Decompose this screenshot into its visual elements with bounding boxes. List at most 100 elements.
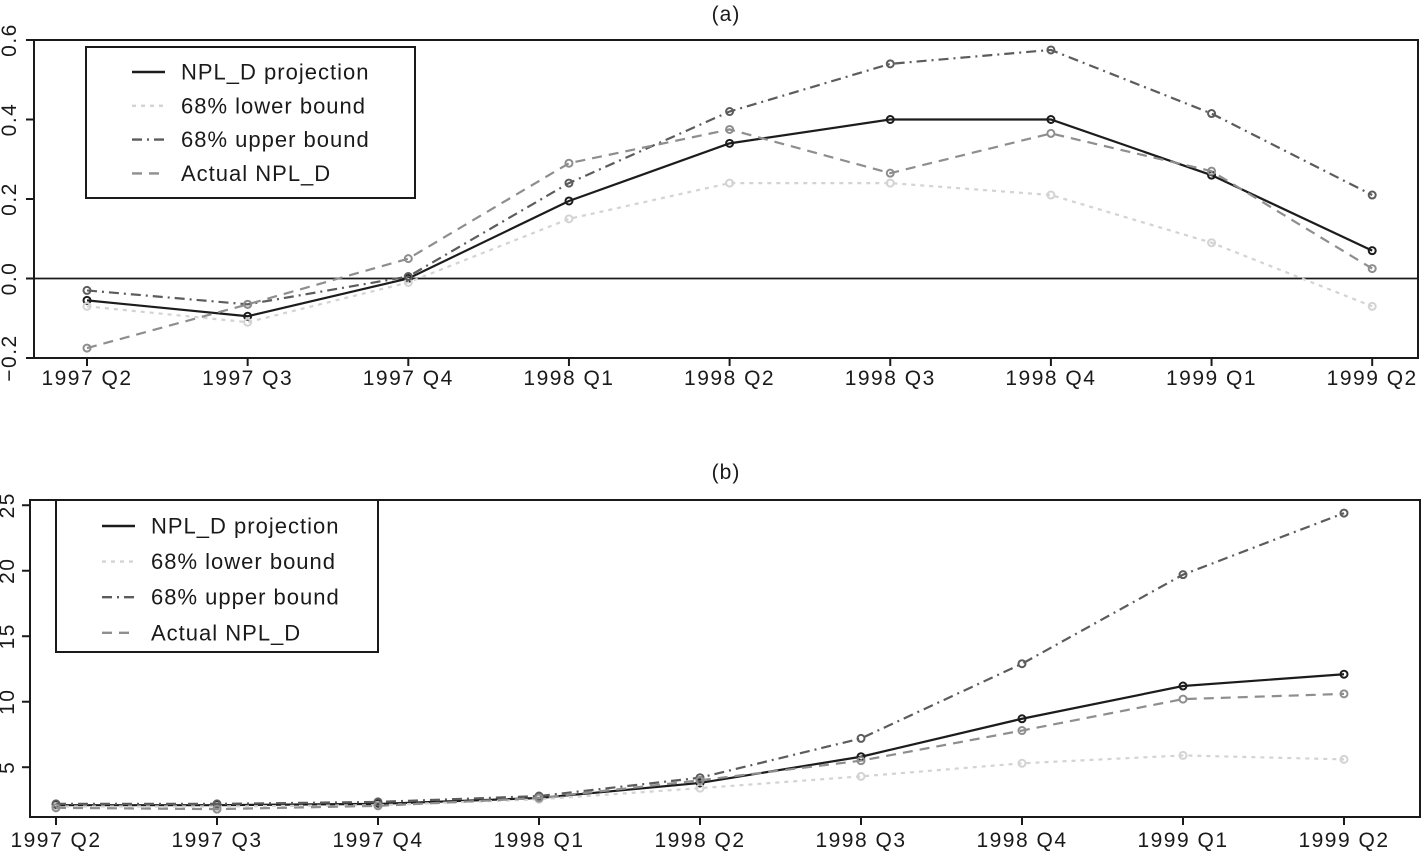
x-tick-label: 1997 Q4 <box>363 367 454 390</box>
series-line-npl-d-projection <box>86 118 1373 318</box>
x-tick-label: 1997 Q3 <box>202 367 293 390</box>
legend-label-68-lower-bound: 68% lower bound <box>151 549 336 574</box>
data-point-marker <box>1339 689 1349 699</box>
data-point-marker <box>725 138 735 148</box>
data-point-marker <box>243 317 253 327</box>
panel-b-title: (b) <box>711 461 741 484</box>
legend-label-68-upper-bound: 68% upper bound <box>181 127 370 152</box>
panel-a-plot-canvas: −0.2 0.0 0.2 0.4 0.6 1997 Q2 1997 Q3 1997 Q4 199… <box>0 23 1419 390</box>
data-point-marker <box>885 115 895 124</box>
data-point-marker <box>695 775 705 785</box>
series-points-68-upper-bound <box>82 45 1377 309</box>
y-tick-label: −0.2 <box>0 334 21 381</box>
legend-label-68-lower-bound: 68% lower bound <box>181 93 366 118</box>
data-point-marker <box>534 793 544 803</box>
data-point-marker <box>212 804 222 814</box>
data-point-marker <box>1207 238 1217 248</box>
x-tick-label: 1999 Q1 <box>1166 367 1257 390</box>
series-points-actual-npl-d <box>51 689 1349 814</box>
x-tick-label: 1998 Q3 <box>845 367 936 390</box>
y-tick-label: 5 <box>0 761 19 774</box>
panel-b: 5 10 15 20 25 1997 Q2 1997 Q3 1997 Q4 1998 Q1 199… <box>0 455 1425 858</box>
data-point-marker <box>1367 301 1377 311</box>
x-tick-label: 1997 Q3 <box>171 829 262 852</box>
data-point-marker <box>243 311 253 321</box>
data-point-marker <box>856 756 866 766</box>
data-point-marker <box>1178 570 1188 580</box>
legend-label-npl-d-projection: NPL_D projection <box>151 514 339 539</box>
legend-label-68-upper-bound: 68% upper bound <box>151 585 340 610</box>
data-point-marker <box>373 801 383 811</box>
data-point-marker <box>885 59 895 69</box>
data-point-marker <box>1339 669 1349 679</box>
panel-b-plot-canvas: 5 10 15 20 25 1997 Q2 1997 Q3 1997 Q4 1998 Q1 199… <box>0 492 1421 852</box>
data-point-marker <box>82 343 92 353</box>
data-point-marker <box>82 301 92 311</box>
data-point-marker <box>564 158 574 168</box>
y-tick-label: 10 <box>0 689 19 715</box>
data-point-marker <box>564 214 574 224</box>
x-tick-label: 1999 Q2 <box>1298 829 1389 852</box>
y-tick-label: 0.6 <box>0 23 21 57</box>
data-point-marker <box>51 803 61 813</box>
x-tick-label: 1999 Q2 <box>1327 367 1418 390</box>
data-point-marker <box>403 254 413 264</box>
data-point-marker <box>1178 681 1188 691</box>
data-point-marker <box>212 799 222 809</box>
data-point-marker <box>856 733 866 743</box>
x-tick-label: 1997 Q2 <box>41 367 132 390</box>
x-tick-label: 1998 Q3 <box>815 829 906 852</box>
y-tick-label: 25 <box>0 492 19 518</box>
x-tick-label: 1998 Q2 <box>654 829 745 852</box>
y-tick-label: 0.2 <box>0 182 21 216</box>
data-point-marker <box>564 196 574 206</box>
x-tick-label: 1997 Q4 <box>332 829 423 852</box>
legend: NPL_D projection 68% lower bound 68% upper… <box>55 499 379 653</box>
data-point-marker <box>1207 166 1217 176</box>
data-point-marker <box>373 797 383 807</box>
data-point-marker <box>1367 246 1377 256</box>
legend: NPL_D projection 68% lower bound 68% upper… <box>85 46 416 199</box>
panel-a: −0.2 0.0 0.2 0.4 0.6 1997 Q2 1997 Q3 1997 Q4 199… <box>0 3 1419 390</box>
x-tick-label: 1999 Q1 <box>1137 829 1228 852</box>
y-tick-label: 0.4 <box>0 103 21 137</box>
legend-label-actual-npl-d: Actual NPL_D <box>181 161 331 186</box>
data-point-marker <box>82 295 92 305</box>
data-point-marker <box>1017 726 1027 736</box>
data-point-marker <box>82 285 92 295</box>
data-point-marker <box>725 178 735 188</box>
series-points-68-lower-bound <box>82 178 1377 327</box>
y-tick-label: 0.0 <box>0 262 21 296</box>
data-point-marker <box>856 771 866 781</box>
legend-label-actual-npl-d: Actual NPL_D <box>151 620 301 645</box>
data-point-marker <box>1367 264 1377 274</box>
data-point-marker <box>1017 758 1027 768</box>
data-point-marker <box>51 799 61 809</box>
legend-label-npl-d-projection: NPL_D projection <box>181 60 369 85</box>
series-line-68-lower-bound <box>56 754 1345 808</box>
x-tick-label: 1998 Q2 <box>684 367 775 390</box>
data-point-marker <box>1178 750 1188 760</box>
series-line-68-upper-bound <box>86 48 1373 306</box>
data-point-marker <box>1017 659 1027 669</box>
series-points-actual-npl-d <box>82 124 1377 353</box>
data-point-marker <box>1339 754 1349 764</box>
data-point-marker <box>403 277 413 287</box>
data-point-marker <box>403 272 413 282</box>
data-point-marker <box>1046 128 1056 138</box>
data-point-marker <box>1367 190 1377 200</box>
x-tick-label: 1998 Q4 <box>976 829 1067 852</box>
data-point-marker <box>564 178 574 188</box>
series-line-actual-npl-d <box>55 692 1345 811</box>
plot-border <box>29 499 1421 818</box>
x-tick-label: 1998 Q4 <box>1005 367 1096 390</box>
data-point-marker <box>1339 508 1349 518</box>
data-point-marker <box>243 299 253 309</box>
y-tick-label: 15 <box>0 623 19 649</box>
data-point-marker <box>1207 109 1217 119</box>
x-tick-label: 1998 Q1 <box>523 367 614 390</box>
data-point-marker <box>1017 714 1027 724</box>
x-tick-label: 1997 Q2 <box>10 829 101 852</box>
data-point-marker <box>1046 115 1056 124</box>
